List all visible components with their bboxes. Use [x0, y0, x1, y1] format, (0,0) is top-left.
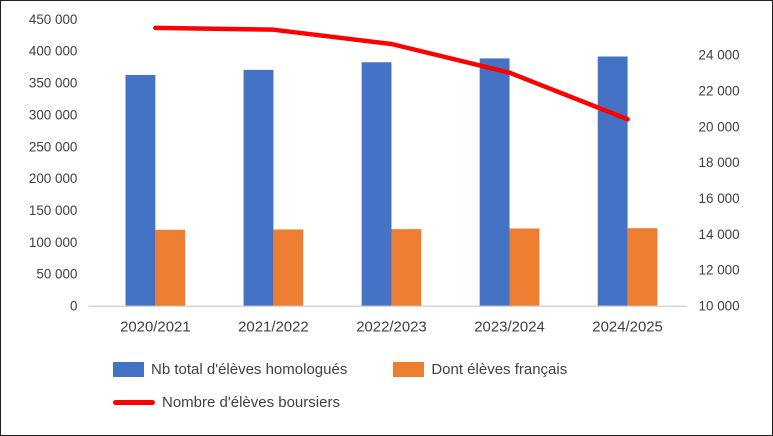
- legend-item-boursiers: Nombre d'élèves boursiers: [113, 394, 340, 411]
- left-axis-tick: 100 000: [29, 235, 78, 250]
- legend-label-homologues: Nb total d'élèves homologués: [151, 361, 348, 378]
- legend-row-2: Nombre d'élèves boursiers: [113, 394, 613, 411]
- bar-francais-2023/2024: [509, 228, 540, 306]
- right-axis-tick: 24 000: [699, 48, 740, 63]
- legend-label-francais: Dont élèves français: [431, 361, 568, 378]
- bar-homologues-2023/2024: [479, 58, 510, 306]
- legend-item-francais: Dont élèves français: [393, 361, 567, 378]
- legend-row-1: Nb total d'élèves homologués Dont élèves…: [113, 361, 613, 378]
- bar-homologues-2022/2023: [361, 62, 392, 306]
- right-axis-tick: 14 000: [699, 227, 740, 242]
- right-axis-tick: 16 000: [699, 191, 740, 206]
- left-axis-tick: 50 000: [36, 267, 77, 282]
- left-axis-tick: 300 000: [29, 107, 78, 122]
- left-axis-tick: 150 000: [29, 203, 78, 218]
- x-axis-category-label: 2023/2024: [474, 318, 545, 335]
- right-axis-tick: 18 000: [699, 155, 740, 170]
- bar-francais-2020/2021: [155, 229, 186, 306]
- legend-item-homologues: Nb total d'élèves homologués: [113, 361, 347, 378]
- legend-label-boursiers: Nombre d'élèves boursiers: [162, 394, 340, 411]
- right-axis-tick: 10 000: [699, 299, 740, 314]
- x-axis-category-label: 2024/2025: [592, 318, 663, 335]
- legend-swatch-homologues-icon: [113, 362, 144, 377]
- bar-homologues-2021/2022: [243, 69, 274, 306]
- bar-homologues-2020/2021: [125, 74, 156, 306]
- right-axis-tick: 20 000: [699, 119, 740, 134]
- legend-swatch-francais-icon: [393, 362, 425, 377]
- legend-swatch-boursiers-icon: [113, 400, 155, 405]
- left-axis-tick: 350 000: [29, 76, 78, 91]
- bar-francais-2021/2022: [273, 229, 304, 306]
- bar-homologues-2024/2025: [597, 56, 628, 306]
- x-axis-category-label: 2022/2023: [356, 318, 427, 335]
- bar-francais-2022/2023: [391, 229, 422, 306]
- left-axis-tick: 450 000: [29, 12, 78, 27]
- x-axis-category-label: 2020/2021: [120, 318, 191, 335]
- left-axis-tick: 250 000: [29, 139, 78, 154]
- left-axis-tick: 0: [70, 299, 77, 314]
- left-axis-tick: 400 000: [29, 44, 78, 59]
- line-boursiers: [153, 25, 630, 122]
- right-axis-tick: 12 000: [699, 263, 740, 278]
- chart-legend: Nb total d'élèves homologués Dont élèves…: [113, 361, 613, 427]
- x-axis-category-label: 2021/2022: [238, 318, 309, 335]
- right-axis-tick: 22 000: [699, 84, 740, 99]
- bar-francais-2024/2025: [627, 228, 658, 306]
- left-axis-tick: 200 000: [29, 171, 78, 186]
